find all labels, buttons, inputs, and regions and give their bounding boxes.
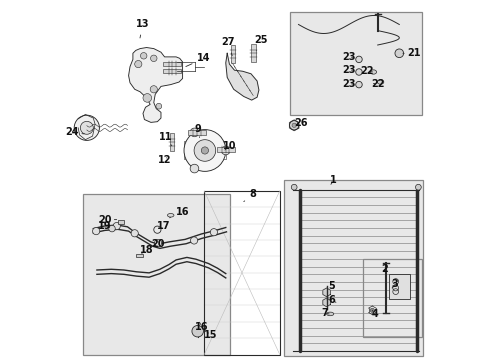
Text: 12: 12 xyxy=(158,155,171,165)
Polygon shape xyxy=(322,288,330,297)
Circle shape xyxy=(183,130,225,171)
Circle shape xyxy=(74,115,99,140)
Text: 22: 22 xyxy=(360,66,373,76)
Text: 22: 22 xyxy=(370,78,384,89)
Polygon shape xyxy=(128,48,182,122)
Text: 27: 27 xyxy=(221,37,235,56)
Polygon shape xyxy=(216,147,234,152)
Circle shape xyxy=(134,60,142,68)
Text: 25: 25 xyxy=(253,35,267,51)
Text: 20: 20 xyxy=(151,239,164,249)
Circle shape xyxy=(190,128,199,137)
Bar xyxy=(363,259,421,337)
Circle shape xyxy=(108,225,115,232)
Text: 23: 23 xyxy=(342,65,355,75)
Polygon shape xyxy=(163,69,181,73)
Text: 10: 10 xyxy=(222,141,236,151)
Circle shape xyxy=(190,164,199,173)
Circle shape xyxy=(92,228,100,235)
Circle shape xyxy=(192,325,203,337)
Text: 7: 7 xyxy=(321,308,328,318)
Bar xyxy=(183,141,225,159)
Circle shape xyxy=(355,81,362,88)
Text: 8: 8 xyxy=(244,189,256,202)
Text: 15: 15 xyxy=(203,330,217,340)
Text: 26: 26 xyxy=(293,118,307,128)
Circle shape xyxy=(80,121,93,134)
Ellipse shape xyxy=(326,312,333,316)
Circle shape xyxy=(291,123,296,127)
Text: 16: 16 xyxy=(169,207,189,218)
Text: 9: 9 xyxy=(194,124,201,138)
Text: 3: 3 xyxy=(391,279,398,289)
Text: 14: 14 xyxy=(185,53,210,67)
Circle shape xyxy=(221,146,230,155)
Circle shape xyxy=(142,94,151,102)
Bar xyxy=(118,220,124,224)
Text: 5: 5 xyxy=(327,281,334,291)
Ellipse shape xyxy=(369,70,376,74)
Polygon shape xyxy=(251,44,255,62)
Circle shape xyxy=(113,222,120,230)
Polygon shape xyxy=(322,298,330,307)
Text: 4: 4 xyxy=(371,309,377,319)
Circle shape xyxy=(415,184,420,190)
Polygon shape xyxy=(169,133,174,151)
Text: 11: 11 xyxy=(158,132,172,146)
Polygon shape xyxy=(163,62,181,66)
Bar xyxy=(83,194,230,355)
Polygon shape xyxy=(78,114,95,140)
Polygon shape xyxy=(289,120,298,131)
Circle shape xyxy=(156,103,162,109)
Circle shape xyxy=(150,86,157,93)
Circle shape xyxy=(154,239,162,247)
Text: 24: 24 xyxy=(65,127,84,138)
Text: 6: 6 xyxy=(327,294,335,305)
Circle shape xyxy=(140,53,146,59)
Ellipse shape xyxy=(377,80,383,84)
Text: 13: 13 xyxy=(136,19,149,38)
Circle shape xyxy=(194,140,215,161)
Text: 20: 20 xyxy=(98,215,117,225)
Text: 1: 1 xyxy=(330,175,336,185)
Circle shape xyxy=(190,237,197,244)
Text: 21: 21 xyxy=(402,48,420,58)
Bar xyxy=(284,180,422,356)
Text: 23: 23 xyxy=(342,52,355,62)
Circle shape xyxy=(394,49,403,58)
Circle shape xyxy=(201,147,208,154)
Circle shape xyxy=(355,56,362,63)
Circle shape xyxy=(150,55,157,62)
Polygon shape xyxy=(225,53,258,100)
Bar xyxy=(136,254,142,257)
Circle shape xyxy=(355,69,362,75)
Bar xyxy=(204,191,279,355)
Text: 17: 17 xyxy=(157,221,170,231)
Circle shape xyxy=(131,230,138,237)
Bar xyxy=(387,274,409,299)
Bar xyxy=(289,12,421,115)
Circle shape xyxy=(291,184,296,190)
Text: 16: 16 xyxy=(195,322,208,332)
Text: 23: 23 xyxy=(342,78,355,89)
Circle shape xyxy=(289,121,298,130)
Circle shape xyxy=(210,229,217,236)
Text: 19: 19 xyxy=(98,221,111,231)
Text: 2: 2 xyxy=(380,264,387,274)
Circle shape xyxy=(369,308,374,312)
Polygon shape xyxy=(187,130,205,135)
Text: 18: 18 xyxy=(140,245,153,255)
Polygon shape xyxy=(230,45,235,63)
Ellipse shape xyxy=(167,213,174,217)
